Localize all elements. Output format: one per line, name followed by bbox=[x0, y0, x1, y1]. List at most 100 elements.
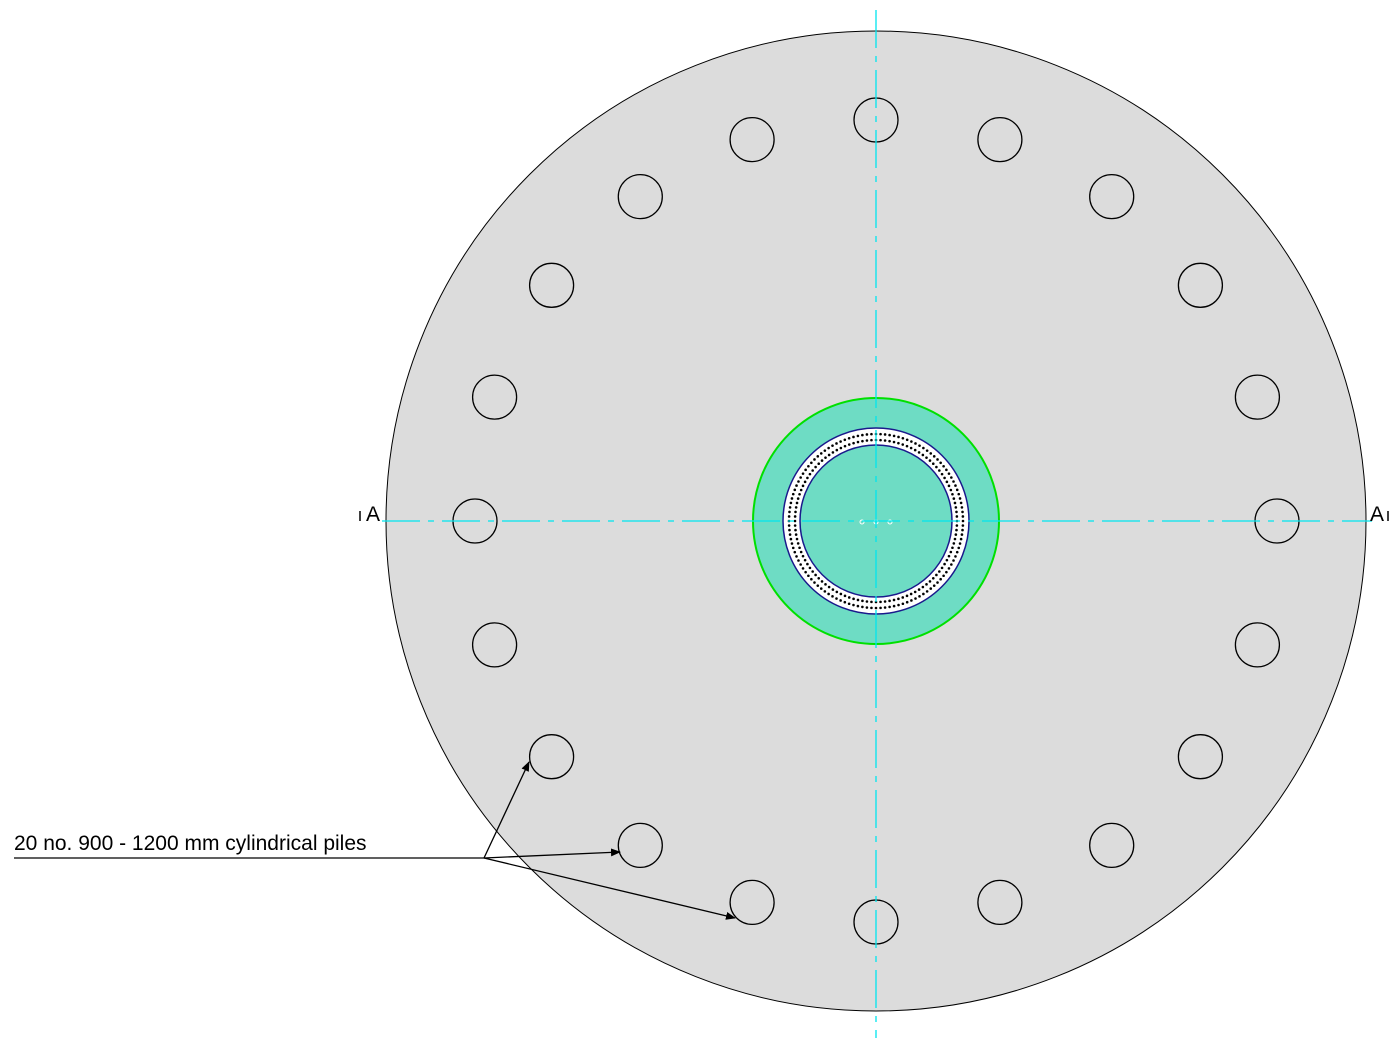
anchor-bolt-dot bbox=[883, 439, 887, 442]
anchor-bolt-dot bbox=[879, 438, 882, 442]
anchor-bolt-dot bbox=[817, 576, 821, 580]
anchor-bolt-dot bbox=[787, 524, 791, 527]
anchor-bolt-dot bbox=[791, 492, 795, 496]
pile-circle-icon bbox=[977, 116, 1023, 163]
anchor-bolt-dot bbox=[888, 439, 891, 443]
anchor-bolt-dot bbox=[803, 558, 807, 562]
anchor-bolt-dot bbox=[816, 455, 820, 458]
leader-arrow-1 bbox=[483, 761, 530, 859]
anchor-bolt-dot bbox=[804, 570, 807, 574]
anchor-bolt-dot bbox=[959, 501, 963, 505]
pile-circle-icon bbox=[528, 734, 575, 780]
pile-circle-icon bbox=[617, 822, 663, 869]
anchor-bolt-dot bbox=[905, 438, 909, 442]
anchor-bolt-dot bbox=[951, 546, 954, 550]
anchor-bolt-dot bbox=[861, 433, 864, 437]
anchor-bolt-dot bbox=[827, 585, 831, 589]
anchor-bolt-dot bbox=[861, 599, 864, 603]
anchor-bolt-dot bbox=[787, 515, 791, 518]
anchor-bolt-dot bbox=[839, 592, 843, 596]
anchor-bolt-dot bbox=[957, 546, 961, 550]
anchor-bolt-dot bbox=[795, 555, 798, 558]
anchor-bolt-dot bbox=[959, 537, 963, 541]
anchor-bolt-dot bbox=[945, 558, 949, 562]
anchor-bolt-dot bbox=[870, 606, 873, 610]
anchor-bolt-dot bbox=[816, 584, 820, 587]
anchor-bolt-dot bbox=[905, 444, 909, 448]
anchor-bolt-dot bbox=[925, 590, 929, 593]
anchor-bolt-dot bbox=[811, 469, 814, 472]
pile-callout-label: 20 no. 900 - 1200 mm cylindrical piles bbox=[14, 832, 367, 855]
anchor-bolt-dot bbox=[951, 492, 954, 496]
anchor-bolt-dot bbox=[950, 476, 953, 479]
anchor-bolt-dot bbox=[961, 528, 964, 532]
anchor-bolt-dot bbox=[839, 599, 842, 602]
pile-circle-icon bbox=[1234, 622, 1281, 668]
anchor-bolt-dot bbox=[954, 484, 957, 487]
anchor-bolt-dot bbox=[824, 456, 827, 459]
anchor-bolt-dot bbox=[824, 583, 827, 586]
anchor-bolt-dot bbox=[789, 501, 793, 505]
anchor-bolt-dot bbox=[788, 528, 791, 532]
anchor-bolt-dot bbox=[847, 443, 851, 446]
anchor-bolt-dot bbox=[897, 603, 900, 607]
anchor-bolt-dot bbox=[801, 554, 805, 558]
anchor-bolt-dot bbox=[870, 432, 873, 436]
anchor-bolt-dot bbox=[831, 444, 834, 447]
anchor-bolt-dot bbox=[856, 598, 860, 602]
anchor-bolt-dot bbox=[888, 599, 891, 603]
anchor-bolt-dot bbox=[936, 458, 939, 461]
anchor-bolt-dot bbox=[793, 550, 797, 554]
anchor-bolt-dot bbox=[957, 492, 961, 496]
anchor-bolt-dot bbox=[955, 550, 959, 554]
anchor-bolt-dot bbox=[839, 440, 842, 443]
anchor-bolt-dot bbox=[950, 563, 953, 566]
anchor-bolt-dot bbox=[831, 588, 835, 591]
anchor-bolt-dot bbox=[813, 581, 816, 584]
anchor-bolt-dot bbox=[929, 452, 933, 455]
anchor-bolt-dot bbox=[961, 515, 965, 518]
anchor-bolt-dot bbox=[914, 597, 917, 600]
anchor-bolt-dot bbox=[949, 488, 953, 492]
anchor-bolt-dot bbox=[925, 583, 928, 586]
anchor-bolt-dot bbox=[799, 488, 803, 492]
anchor-bolt-dot bbox=[820, 459, 824, 462]
anchor-bolt-dot bbox=[917, 451, 921, 454]
anchor-bolt-dot bbox=[801, 567, 805, 570]
anchor-bolt-dot bbox=[793, 524, 797, 527]
anchor-bolt-dot bbox=[852, 435, 855, 439]
anchor-bolt-dot bbox=[954, 555, 957, 558]
anchor-bolt-dot bbox=[935, 573, 938, 577]
anchor-bolt-dot bbox=[913, 448, 917, 452]
anchor-bolt-dot bbox=[883, 600, 887, 603]
anchor-bolt-dot bbox=[892, 598, 896, 602]
anchor-bolt-dot bbox=[960, 506, 964, 509]
anchor-bolt-dot bbox=[910, 440, 913, 443]
anchor-bolt-dot bbox=[910, 599, 913, 602]
anchor-bolt-dot bbox=[788, 506, 792, 509]
anchor-bolt-dot bbox=[865, 433, 869, 436]
anchor-bolt-dot bbox=[793, 515, 797, 518]
anchor-bolt-dot bbox=[831, 595, 834, 598]
anchor-bolt-dot bbox=[901, 602, 905, 606]
section-marker-right: A bbox=[1370, 503, 1384, 526]
anchor-bolt-dot bbox=[793, 488, 797, 492]
pile-circle-icon bbox=[977, 879, 1023, 926]
anchor-bolt-dot bbox=[940, 566, 944, 570]
anchor-bolt-dot bbox=[909, 592, 913, 596]
pile-circle-icon bbox=[528, 262, 575, 308]
pile-circle-icon bbox=[1089, 822, 1135, 869]
anchor-bolt-dot bbox=[925, 456, 928, 459]
anchor-bolt-dot bbox=[942, 574, 945, 578]
anchor-bolt-dot bbox=[795, 537, 799, 541]
anchor-bolt-dot bbox=[918, 444, 921, 447]
anchor-bolt-dot bbox=[798, 546, 801, 550]
anchor-bolt-dot bbox=[788, 510, 791, 514]
anchor-bolt-dot bbox=[819, 587, 823, 590]
anchor-bolt-dot bbox=[961, 519, 965, 523]
anchor-bolt-dot bbox=[820, 580, 824, 583]
anchor-bolt-dot bbox=[827, 453, 831, 457]
anchor-bolt-dot bbox=[905, 594, 909, 598]
anchor-bolt-dot bbox=[922, 592, 925, 596]
anchor-bolt-dot bbox=[794, 528, 797, 532]
